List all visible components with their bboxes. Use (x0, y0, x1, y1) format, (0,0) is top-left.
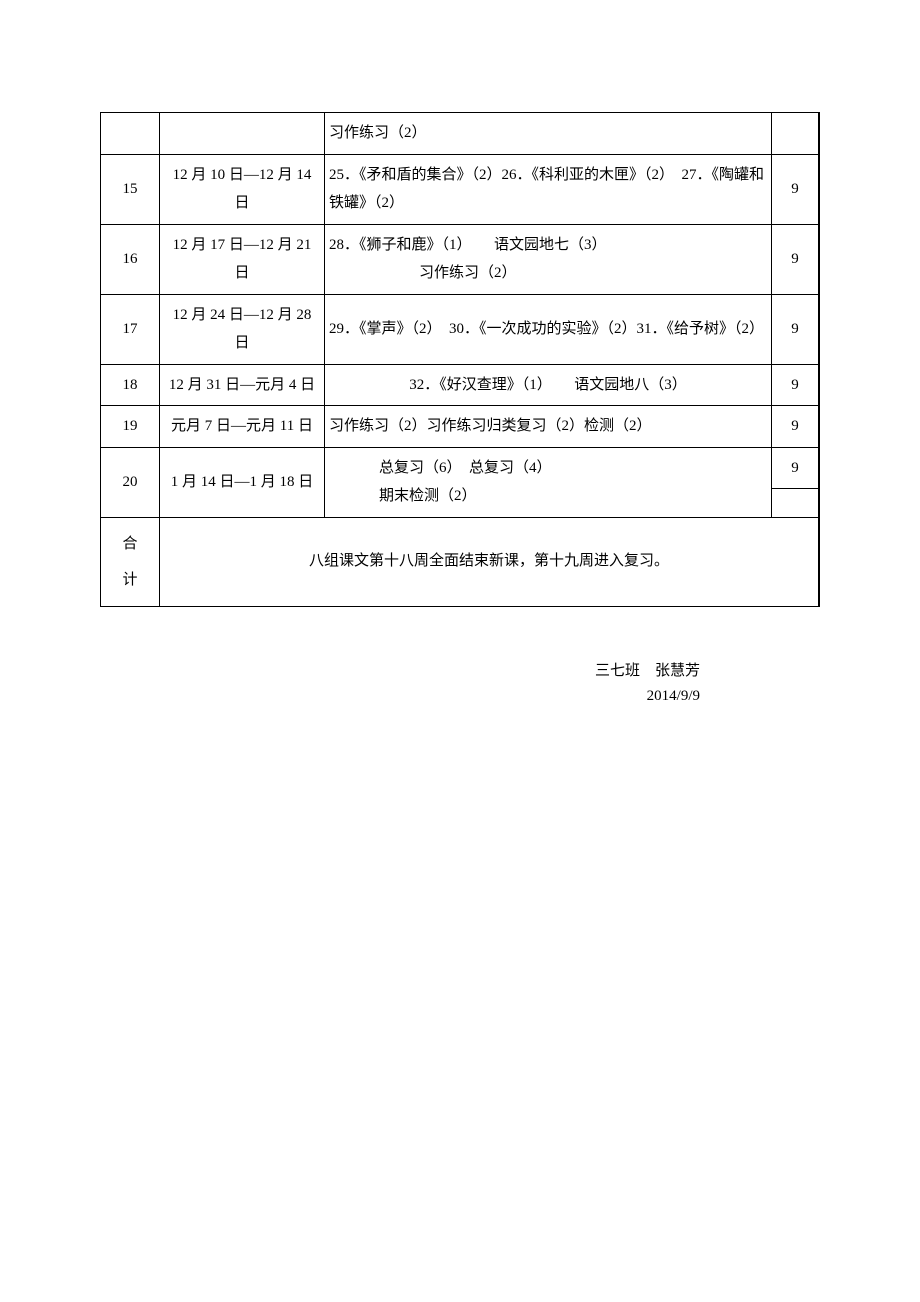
date-cell: 元月 7 日—元月 11 日 (160, 406, 325, 448)
week-cell: 20 (101, 447, 160, 517)
content-line: 28．《狮子和鹿》（1） 语文园地七（3） (329, 237, 607, 253)
week-cell: 15 (101, 154, 160, 224)
date-cell: 12 月 10 日—12 月 14 日 (160, 154, 325, 224)
week-cell: 18 (101, 364, 160, 406)
content-cell: 习作练习（2）习作练习归类复习（2）检测（2） (325, 406, 772, 448)
date-cell (160, 113, 325, 155)
hours-cell: 9 (772, 447, 820, 489)
week-cell (101, 113, 160, 155)
hours-cell: 9 (772, 364, 820, 406)
content-line: 总复习（6） 总复习（4） (329, 454, 552, 483)
footer: 三七班 张慧芳 2014/9/9 (100, 659, 820, 710)
table-row: 习作练习（2） (101, 113, 820, 155)
table-row: 17 12 月 24 日—12 月 28 日 29．《掌声》（2） 30．《一次… (101, 294, 820, 364)
week-cell: 16 (101, 224, 160, 294)
hours-cell: 9 (772, 406, 820, 448)
content-cell: 29．《掌声》（2） 30．《一次成功的实验》（2）31．《给予树》（2） (325, 294, 772, 364)
week-cell: 19 (101, 406, 160, 448)
content-line: 习作练习（2） (329, 259, 517, 288)
table-row-total: 合 计 八组课文第十八周全面结束新课，第十九周进入复习。 (101, 517, 820, 606)
hours-cell: 9 (772, 224, 820, 294)
week-cell: 17 (101, 294, 160, 364)
date-cell: 12 月 31 日—元月 4 日 (160, 364, 325, 406)
schedule-table: 习作练习（2） 15 12 月 10 日—12 月 14 日 25．《矛和盾的集… (100, 112, 820, 607)
date-cell: 12 月 24 日—12 月 28 日 (160, 294, 325, 364)
date-cell: 12 月 17 日—12 月 21 日 (160, 224, 325, 294)
footer-class-teacher: 三七班 张慧芳 (100, 659, 700, 685)
table-row: 19 元月 7 日—元月 11 日 习作练习（2）习作练习归类复习（2）检测（2… (101, 406, 820, 448)
footer-date: 2014/9/9 (100, 684, 700, 710)
hours-cell (772, 113, 820, 155)
content-line: 期末检测（2） (329, 482, 477, 511)
content-cell: 32．《好汉查理》（1） 语文园地八（3） (325, 364, 772, 406)
hours-cell-empty (772, 489, 820, 518)
content-cell: 总复习（6） 总复习（4） 期末检测（2） (325, 447, 772, 517)
hours-cell: 9 (772, 294, 820, 364)
content-cell: 习作练习（2） (325, 113, 772, 155)
table-row: 18 12 月 31 日—元月 4 日 32．《好汉查理》（1） 语文园地八（3… (101, 364, 820, 406)
table-row: 20 1 月 14 日—1 月 18 日 总复习（6） 总复习（4） 期末检测（… (101, 447, 820, 489)
content-cell: 28．《狮子和鹿》（1） 语文园地七（3） 习作练习（2） (325, 224, 772, 294)
total-label-line: 计 (122, 572, 137, 588)
total-label-cell: 合 计 (101, 517, 160, 606)
hours-cell: 9 (772, 154, 820, 224)
table-row: 16 12 月 17 日—12 月 21 日 28．《狮子和鹿》（1） 语文园地… (101, 224, 820, 294)
total-label-line: 合 (122, 536, 137, 552)
date-cell: 1 月 14 日—1 月 18 日 (160, 447, 325, 517)
total-content-cell: 八组课文第十八周全面结束新课，第十九周进入复习。 (160, 517, 820, 606)
table-row: 15 12 月 10 日—12 月 14 日 25．《矛和盾的集合》（2）26．… (101, 154, 820, 224)
content-cell: 25．《矛和盾的集合》（2）26．《科利亚的木匣》（2） 27．《陶罐和铁罐》（… (325, 154, 772, 224)
